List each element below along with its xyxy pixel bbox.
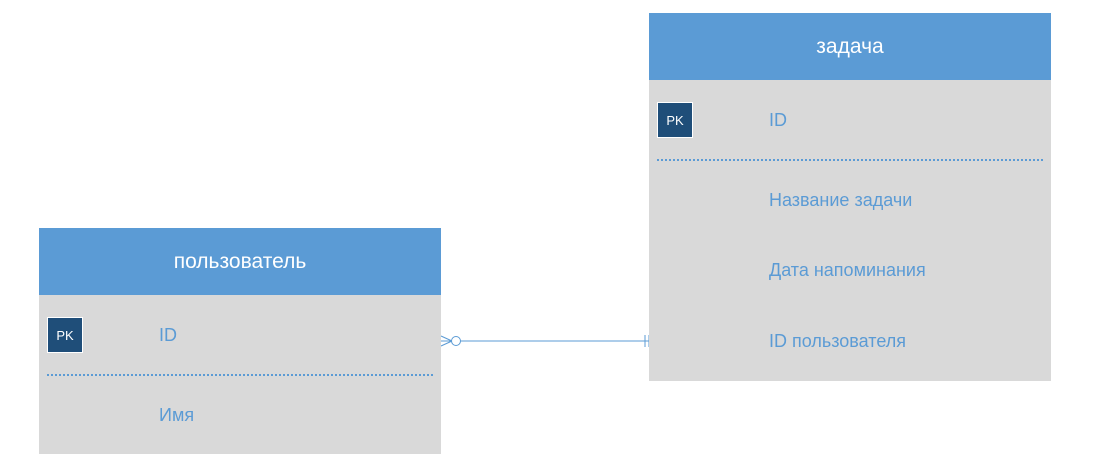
entity-task-pk-field: ID — [769, 109, 787, 130]
entity-user-pk-field: ID — [159, 324, 177, 345]
entity-user-title: пользователь — [39, 228, 441, 295]
zero-marker — [451, 336, 461, 346]
entity-task-title: задача — [649, 13, 1051, 80]
entity-user-field-row: Имя — [39, 397, 441, 433]
entity-task-field-row: ID пользователя — [649, 323, 1051, 359]
entity-user-divider — [47, 374, 433, 376]
crows-foot-lower — [440, 340, 453, 347]
entity-task-field-row: Дата напоминания — [649, 252, 1051, 288]
crows-foot-upper — [440, 335, 453, 342]
entity-task-field-title: Название задачи — [769, 189, 913, 210]
entity-task[interactable]: задача PK ID Название задачи Дата напоми… — [649, 13, 1051, 381]
entity-user-field-name: Имя — [159, 404, 195, 425]
entity-user-pk-row: PK ID — [39, 317, 441, 353]
entity-user[interactable]: пользователь PK ID Имя — [39, 228, 441, 454]
pk-badge: PK — [657, 102, 693, 138]
entity-task-field-reminder-date: Дата напоминания — [769, 259, 926, 280]
entity-task-field-user-id: ID пользователя — [769, 330, 906, 351]
pk-badge: PK — [47, 317, 83, 353]
entity-task-pk-row: PK ID — [649, 102, 1051, 138]
entity-task-field-row: Название задачи — [649, 182, 1051, 218]
entity-task-divider — [657, 159, 1043, 161]
